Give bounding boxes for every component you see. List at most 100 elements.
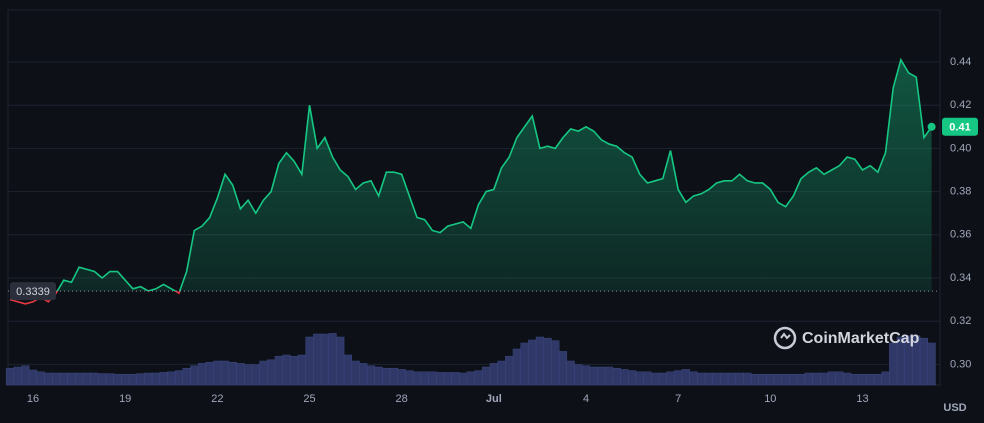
volume-bar (351, 360, 360, 386)
volume-bar (374, 366, 383, 386)
volume-bar (320, 333, 329, 386)
volume-bar (428, 371, 437, 386)
volume-bar (528, 339, 537, 386)
volume-bar (720, 372, 729, 386)
y-tick-label: 0.34 (950, 272, 971, 284)
volume-bar (758, 373, 767, 386)
volume-bar (558, 351, 568, 386)
x-tick-label: 19 (119, 393, 131, 405)
volume-bar (205, 361, 214, 386)
price: 0.3339 0.41 (8, 57, 978, 305)
volume-bar (136, 373, 145, 386)
baseline-label-box (10, 282, 56, 301)
logo (773, 326, 797, 350)
volume-bar (674, 370, 683, 386)
y-tick-label: 0.40 (950, 142, 971, 154)
volume-bar (597, 366, 606, 386)
volume-bar (773, 373, 783, 386)
volume-bar (167, 371, 176, 386)
volume-bar (512, 348, 521, 386)
volume-bar (551, 340, 560, 386)
x-tick-label: 7 (675, 393, 681, 405)
volume-bar (689, 371, 698, 386)
volume-bar (359, 363, 368, 386)
volume-bar (121, 373, 130, 386)
volume-bar (620, 369, 629, 386)
y-tick-label: 0.36 (950, 229, 971, 241)
volume-bar (366, 365, 376, 386)
price-area (57, 59, 932, 292)
y-tick-label: 0.32 (950, 315, 971, 327)
volume-bar (589, 366, 598, 386)
volume-bar (5, 367, 15, 386)
volume-bar (743, 372, 752, 386)
volume-bar (789, 373, 798, 386)
price-line (56, 57, 933, 292)
volume-bar (666, 371, 675, 386)
volume-bar (128, 373, 137, 386)
volume-bar (482, 366, 491, 386)
volume-bar (750, 373, 760, 386)
volume-bar (313, 333, 322, 386)
volume-bar (36, 371, 45, 386)
volume-bar (489, 363, 498, 386)
current-price-label: 0.41 (949, 122, 970, 134)
volume-bar (67, 372, 76, 386)
volume-bar (635, 371, 644, 386)
volume-bar (881, 371, 890, 386)
volume-bar (627, 370, 637, 386)
volume-bar (643, 371, 652, 386)
x-tick-label: 16 (27, 393, 39, 405)
volume-bar (658, 372, 667, 386)
volume-bar (412, 371, 422, 386)
volume-bar (397, 369, 406, 386)
watermark-text: CoinMarketCap (802, 330, 920, 347)
volume-bar (835, 371, 844, 386)
volume-bar (159, 372, 168, 386)
volume-bar (927, 342, 936, 386)
y-tick-label: 0.42 (950, 99, 971, 111)
volume-bar (243, 364, 253, 386)
volume-bar (704, 372, 713, 386)
volume-bar (873, 373, 882, 386)
volume-bar (451, 372, 460, 386)
x-tick-label: 25 (303, 393, 315, 405)
volume-bar (297, 354, 306, 386)
volume-bar (681, 369, 690, 386)
volume-bar (113, 373, 122, 386)
volume-bar (443, 372, 452, 386)
volume-bar (336, 336, 345, 386)
volume-bar (581, 365, 591, 386)
volume-bar (604, 366, 614, 386)
volume-bar (151, 372, 161, 386)
x-tick-label: 28 (396, 393, 408, 405)
volume-bar (474, 370, 483, 386)
volume-bar (259, 360, 268, 386)
volume-bar (105, 373, 114, 386)
volume-bar (459, 372, 468, 386)
volume-bar (535, 336, 545, 386)
volume-bar (520, 342, 529, 386)
logo-mark (780, 332, 791, 340)
x-tick-label: 22 (211, 393, 223, 405)
volume-bar (889, 342, 898, 386)
volume-bar (251, 364, 260, 386)
volume-bar (144, 372, 153, 386)
current-price-tag (942, 117, 978, 136)
volume-bar (228, 361, 237, 386)
volume-bar (28, 369, 38, 386)
volume-bar (305, 336, 314, 386)
y-tick-label: 0.38 (950, 186, 971, 198)
volume-bar (819, 372, 829, 386)
volume-bar (190, 365, 199, 386)
x-tick-label: 4 (583, 393, 589, 405)
volume-bar (82, 372, 91, 386)
volume-bar (290, 355, 299, 386)
volume-bar (651, 372, 660, 386)
volume-bar (804, 372, 813, 386)
volume-bar (766, 373, 775, 386)
x-tick-label: Jul (486, 393, 502, 405)
volume-bar (21, 365, 30, 386)
volume-bar (328, 333, 337, 386)
volume-bar (343, 354, 353, 386)
